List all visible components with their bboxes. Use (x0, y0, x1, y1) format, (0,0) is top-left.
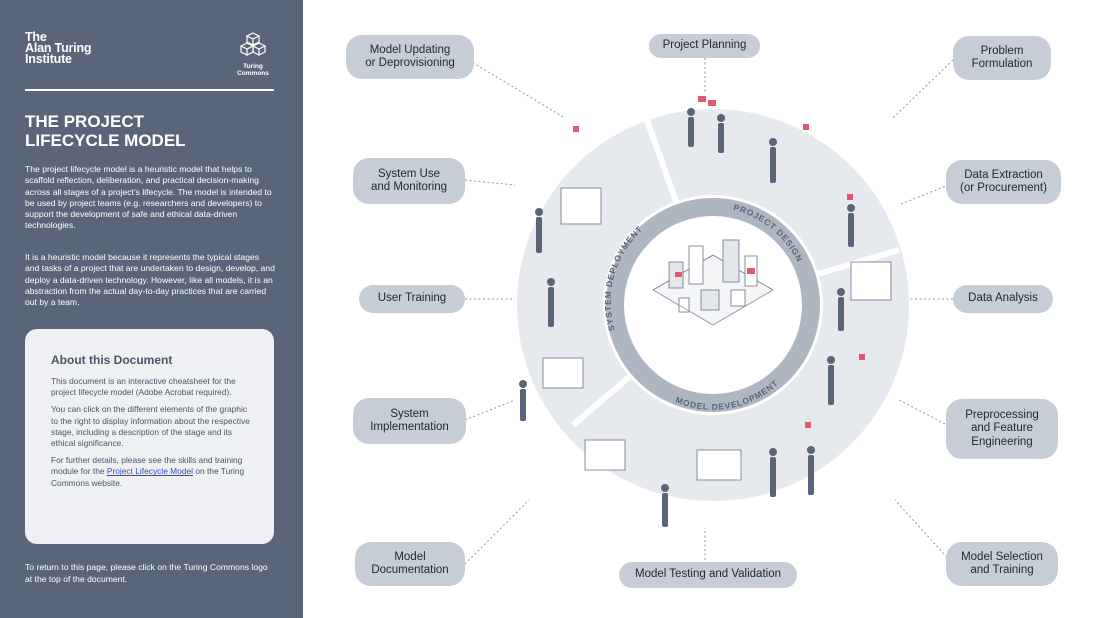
stage-preprocessing-line-1: Preprocessing (965, 408, 1039, 421)
divider (25, 89, 274, 91)
about-document-card: About this Document This document is an … (25, 329, 274, 544)
stage-problem-formulation-line-2: Formulation (971, 58, 1033, 70)
city-illustration (652, 239, 774, 326)
connector-lines (464, 57, 954, 565)
stage-model-updating-line-2: or Deprovisioning (365, 57, 455, 69)
stage-model-documentation-line-1: Model (394, 550, 426, 563)
about-paragraph-3: For further details, please see the skil… (51, 455, 250, 489)
stage-system-use[interactable]: System Use and Monitoring (353, 158, 465, 204)
turing-commons-cubes-icon (239, 32, 267, 56)
turing-commons-logo[interactable]: Turing Commons (228, 32, 278, 77)
logo-ati-line-3: Institute (25, 52, 72, 66)
sidebar: The Alan Turing Institute Turing Commons… (0, 0, 303, 618)
stage-data-analysis-label: Data Analysis (968, 292, 1038, 305)
title-line-1: THE PROJECT (25, 112, 145, 131)
stage-model-updating[interactable]: Model Updating or Deprovisioning (346, 35, 474, 79)
alan-turing-institute-logo[interactable]: The Alan Turing Institute (25, 30, 92, 66)
people-illustrations (519, 96, 892, 527)
project-lifecycle-model-link[interactable]: Project Lifecycle Model (106, 466, 193, 477)
stage-system-use-line-2: and Monitoring (370, 181, 448, 193)
stage-model-documentation-line-2: Documentation (371, 564, 449, 576)
stage-system-implementation-line-2: Implementation (370, 421, 449, 433)
stage-model-selection[interactable]: Model Selection and Training (946, 542, 1058, 586)
title-line-2: LIFECYCLE MODEL (25, 131, 186, 150)
stage-user-training[interactable]: User Training (359, 285, 465, 313)
stage-project-planning-label: Project Planning (662, 39, 747, 52)
stage-model-documentation[interactable]: Model Documentation (355, 542, 465, 586)
stage-preprocessing-line-2: and Feature (970, 422, 1033, 435)
stage-system-implementation[interactable]: System Implementation (353, 398, 466, 444)
stage-problem-formulation[interactable]: Problem Formulation (953, 36, 1051, 80)
stage-model-selection-line-1: Model Selection (961, 550, 1043, 563)
stage-model-testing[interactable]: Model Testing and Validation (619, 562, 797, 588)
stage-preprocessing[interactable]: Preprocessing and Feature Engineering (946, 399, 1058, 459)
stage-preprocessing-line-3: Engineering (971, 435, 1033, 448)
about-paragraph-2: You can click on the different elements … (51, 404, 250, 449)
about-p3-before: For further details, please see the skil… (51, 455, 243, 477)
stage-data-extraction-line-2: (or Procurement) (960, 182, 1047, 194)
intro-paragraph-2: It is a heuristic model because it repre… (25, 252, 275, 308)
about-p3-after: on the Turing Commons website. (51, 466, 245, 488)
about-paragraph-1: This document is an interactive cheatshe… (51, 376, 236, 398)
stage-model-updating-line-1: Model Updating (369, 43, 451, 56)
page-title: THE PROJECT LIFECYCLE MODEL (25, 112, 275, 150)
about-heading: About this Document (51, 353, 173, 367)
phase-ring (606, 198, 820, 412)
intro-paragraph-1: The project lifecycle model is a heurist… (25, 164, 272, 231)
turing-commons-label: Turing Commons (237, 63, 269, 77)
stage-system-use-line-1: System Use (378, 167, 440, 180)
stage-system-implementation-line-1: System (390, 407, 429, 420)
logo-ati-line-1: The (25, 30, 47, 44)
stage-model-selection-line-2: and Training (970, 564, 1034, 576)
stage-project-planning[interactable]: Project Planning (649, 34, 760, 58)
logo-ati-line-2: Alan Turing (25, 41, 92, 55)
stage-user-training-label: User Training (377, 292, 447, 305)
stage-data-extraction[interactable]: Data Extraction (or Procurement) (946, 160, 1061, 204)
return-instructions: To return to this page, please click on … (25, 562, 268, 584)
lifecycle-graphic: PROJECT DESIGN MODEL DEVELOPMENT SYSTEM … (464, 57, 954, 565)
stage-data-extraction-line-1: Data Extraction (964, 168, 1043, 181)
stage-problem-formulation-line-1: Problem (980, 44, 1024, 57)
stage-model-testing-label: Model Testing and Validation (635, 568, 781, 581)
lifecycle-diagram: PROJECT DESIGN MODEL DEVELOPMENT SYSTEM … (303, 0, 1105, 618)
stage-data-analysis[interactable]: Data Analysis (953, 285, 1053, 313)
